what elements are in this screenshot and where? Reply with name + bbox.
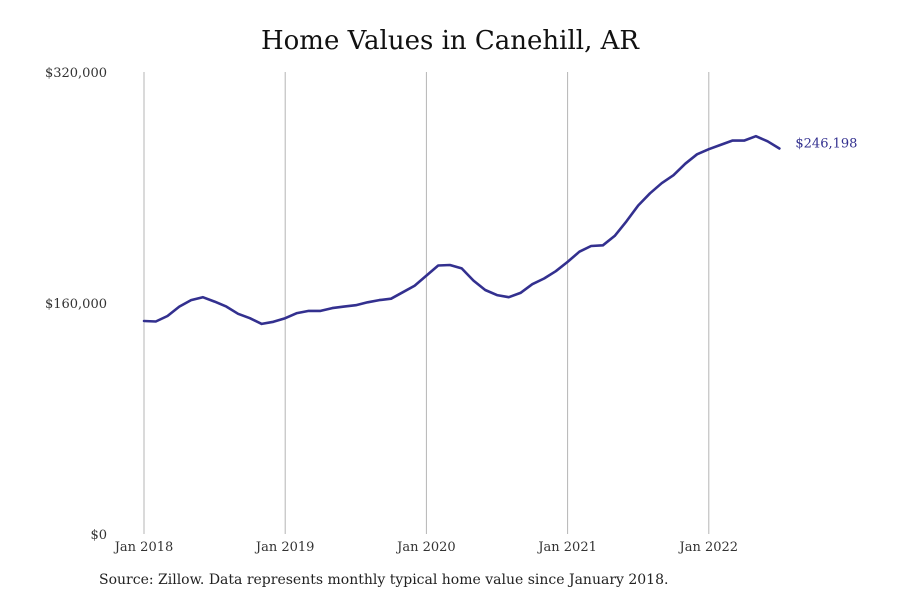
x-tick-label: Jan 2021 bbox=[536, 540, 597, 555]
series-line bbox=[142, 134, 781, 326]
chart-title: Home Values in Canehill, AR bbox=[260, 26, 639, 56]
y-tick-label: $0 bbox=[90, 528, 107, 543]
source-note: Source: Zillow. Data represents monthly … bbox=[99, 572, 669, 588]
x-tick-label: Jan 2019 bbox=[254, 540, 315, 555]
y-tick-label: $320,000 bbox=[45, 66, 107, 81]
end-value-label: $246,198 bbox=[795, 137, 857, 152]
x-tick-label: Jan 2022 bbox=[678, 540, 739, 555]
x-tick-label: Jan 2020 bbox=[395, 540, 456, 555]
x-tick-label: Jan 2018 bbox=[113, 540, 174, 555]
y-tick-label: $160,000 bbox=[45, 297, 107, 312]
